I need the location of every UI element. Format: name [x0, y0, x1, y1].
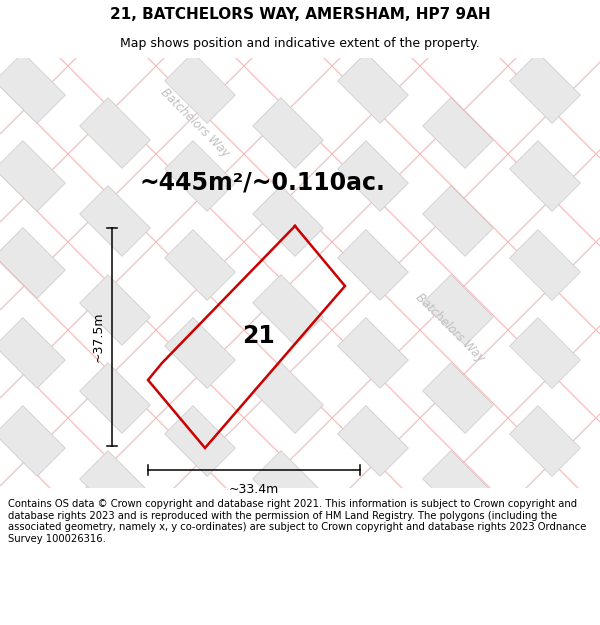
- Polygon shape: [509, 229, 580, 301]
- Polygon shape: [422, 98, 493, 168]
- Polygon shape: [0, 318, 65, 388]
- Polygon shape: [164, 318, 235, 388]
- Polygon shape: [338, 141, 409, 211]
- Polygon shape: [253, 362, 323, 433]
- Polygon shape: [422, 186, 493, 256]
- Polygon shape: [338, 229, 409, 301]
- Polygon shape: [422, 362, 493, 433]
- Polygon shape: [509, 406, 580, 476]
- Text: 21: 21: [242, 324, 274, 348]
- Polygon shape: [253, 451, 323, 521]
- Polygon shape: [338, 52, 409, 123]
- Polygon shape: [80, 186, 151, 256]
- Polygon shape: [0, 228, 65, 298]
- Polygon shape: [80, 451, 151, 521]
- Polygon shape: [80, 98, 151, 168]
- Text: ~33.4m: ~33.4m: [229, 483, 279, 496]
- Polygon shape: [80, 362, 151, 433]
- Polygon shape: [80, 274, 151, 346]
- Polygon shape: [164, 141, 235, 211]
- Polygon shape: [338, 318, 409, 388]
- Polygon shape: [0, 406, 65, 476]
- Polygon shape: [0, 52, 65, 123]
- Text: ~445m²/~0.110ac.: ~445m²/~0.110ac.: [140, 171, 386, 195]
- Text: ~37.5m: ~37.5m: [92, 312, 105, 362]
- Text: Batchelors Way: Batchelors Way: [413, 291, 487, 365]
- Polygon shape: [509, 52, 580, 123]
- Text: 21, BATCHELORS WAY, AMERSHAM, HP7 9AH: 21, BATCHELORS WAY, AMERSHAM, HP7 9AH: [110, 7, 490, 22]
- Text: Batchelors Way: Batchelors Way: [158, 86, 232, 160]
- Polygon shape: [509, 318, 580, 388]
- Polygon shape: [422, 274, 493, 346]
- Polygon shape: [338, 406, 409, 476]
- Polygon shape: [0, 141, 65, 211]
- Polygon shape: [509, 141, 580, 211]
- Text: Contains OS data © Crown copyright and database right 2021. This information is : Contains OS data © Crown copyright and d…: [8, 499, 586, 544]
- Polygon shape: [253, 274, 323, 346]
- Polygon shape: [253, 98, 323, 168]
- Polygon shape: [164, 406, 235, 476]
- Polygon shape: [253, 186, 323, 256]
- Polygon shape: [164, 52, 235, 123]
- Polygon shape: [164, 229, 235, 301]
- Polygon shape: [422, 451, 493, 521]
- Text: Map shows position and indicative extent of the property.: Map shows position and indicative extent…: [120, 37, 480, 50]
